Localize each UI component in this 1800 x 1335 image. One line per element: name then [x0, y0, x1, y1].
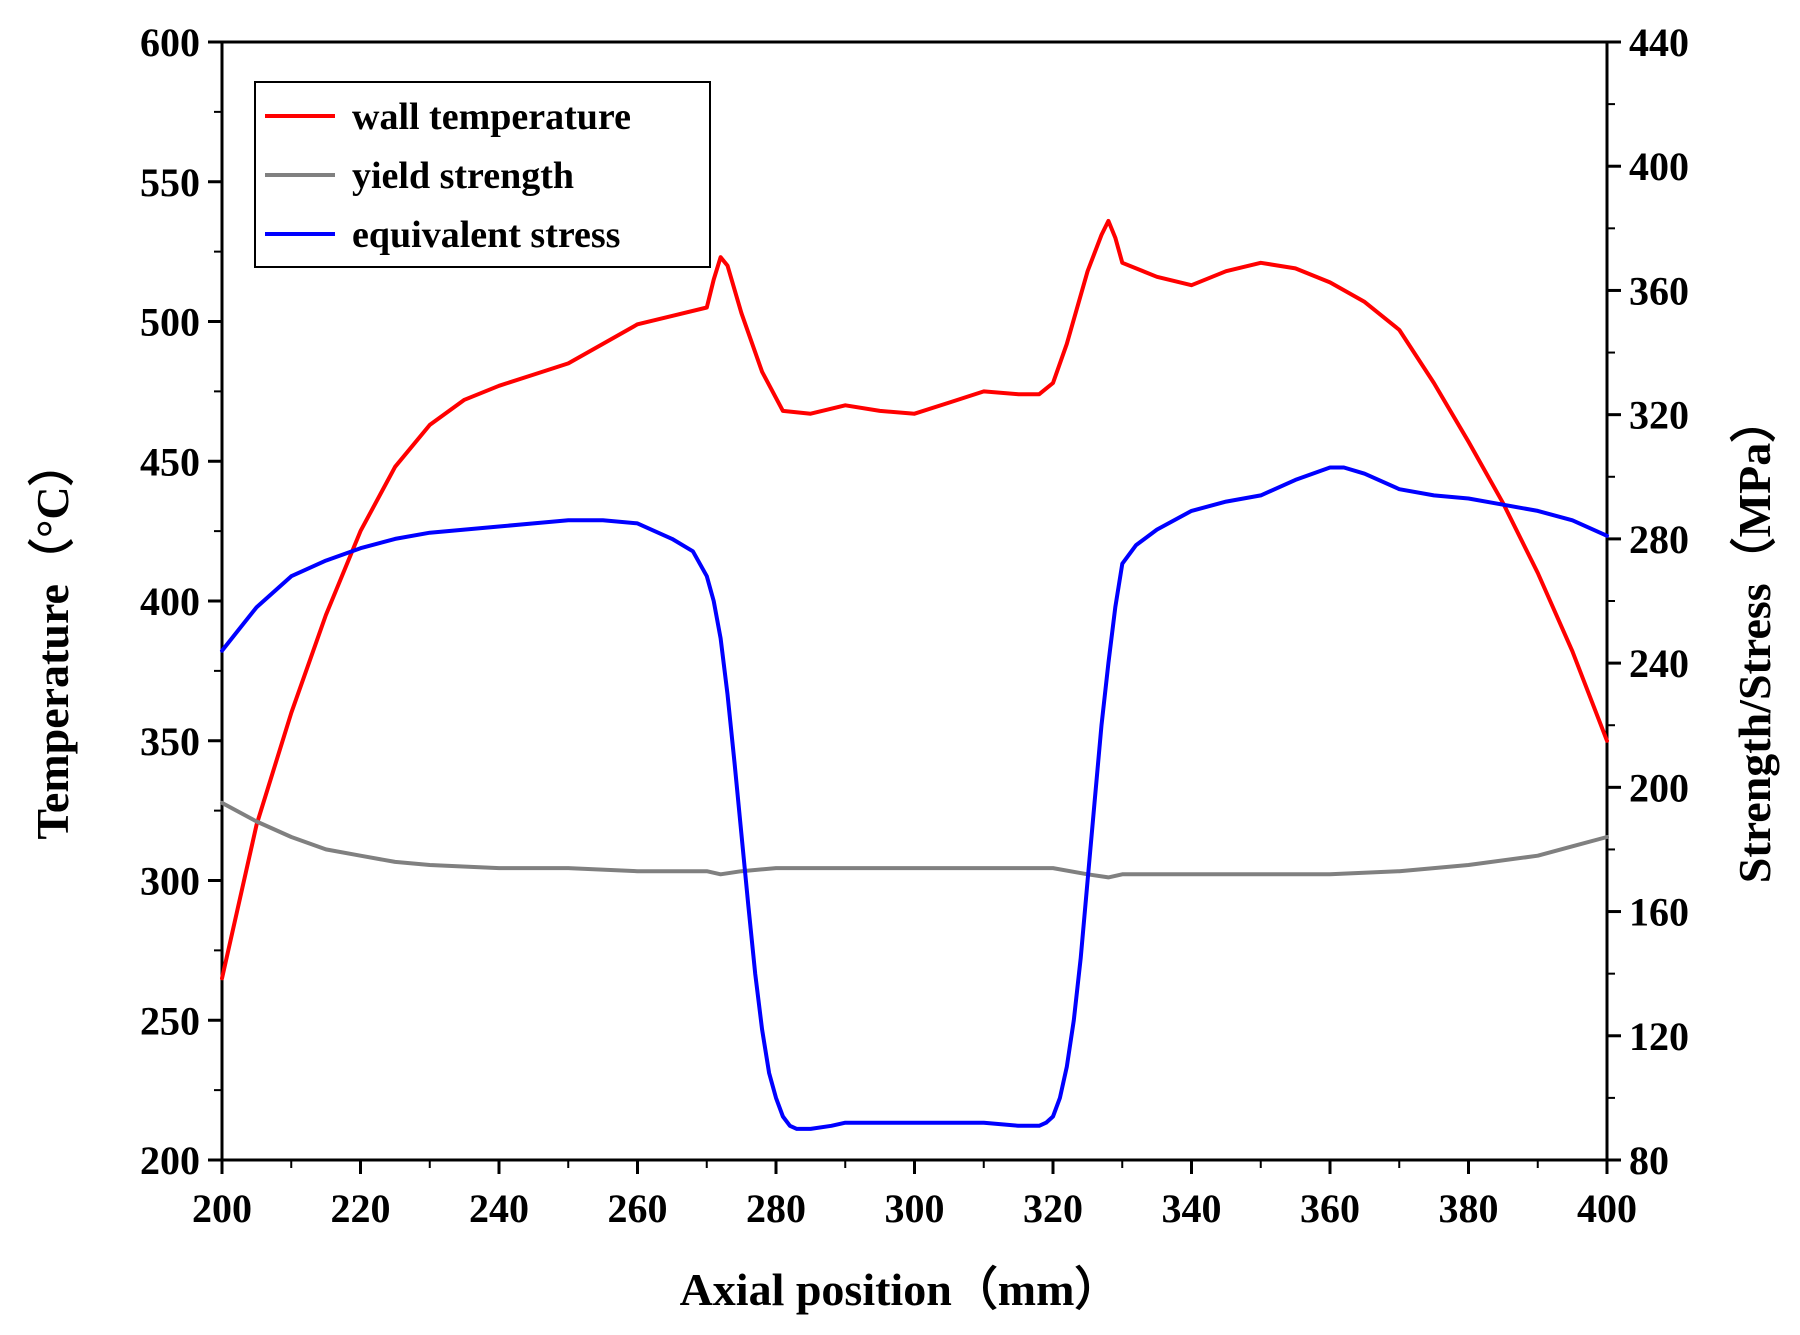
series-line-wall-temperature: [220, 218, 1609, 981]
y-right-tick-label: 200: [1629, 765, 1689, 810]
legend-label-equivalent-stress: equivalent stress: [352, 214, 620, 256]
y-left-tick-label: 300: [140, 859, 200, 904]
y-right-tick-label: 440: [1629, 20, 1689, 65]
x-tick-label: 340: [1162, 1186, 1222, 1231]
y-left-tick-label: 400: [140, 579, 200, 624]
x-tick-label: 200: [192, 1186, 252, 1231]
x-tick-label: 220: [331, 1186, 391, 1231]
y-right-tick-label: 400: [1629, 144, 1689, 189]
y-left-tick-label: 600: [140, 20, 200, 65]
y-right-tick-label: 320: [1629, 393, 1689, 438]
y-left-tick-label: 350: [140, 719, 200, 764]
y-right-tick-label: 240: [1629, 641, 1689, 686]
right-y-axis-ticks: 80 120 160 200 240 280 320 360 400 440: [1607, 20, 1689, 1183]
y-left-tick-label: 500: [140, 300, 200, 345]
y-left-tick-label: 550: [140, 160, 200, 205]
y-right-tick-label: 280: [1629, 517, 1689, 562]
series-layer: [220, 218, 1609, 1131]
x-tick-label: 400: [1577, 1186, 1637, 1231]
left-y-axis-title: Temperature（°C）: [27, 440, 78, 839]
x-tick-label: 300: [885, 1186, 945, 1231]
y-left-tick-label: 450: [140, 439, 200, 484]
series-line-yield-strength: [220, 800, 1609, 880]
legend-label-yield-strength: yield strength: [352, 155, 574, 197]
y-right-tick-label: 80: [1629, 1138, 1669, 1183]
y-right-tick-label: 160: [1629, 890, 1689, 935]
x-tick-label: 320: [1023, 1186, 1083, 1231]
x-tick-label: 380: [1439, 1186, 1499, 1231]
x-tick-label: 260: [608, 1186, 668, 1231]
y-right-tick-label: 120: [1629, 1014, 1689, 1059]
legend: wall temperature yield strength equivale…: [254, 81, 711, 268]
left-y-axis-ticks: 200 250 300 350 400 450 500 550 600: [140, 20, 222, 1183]
x-tick-label: 360: [1300, 1186, 1360, 1231]
y-left-tick-label: 200: [140, 1138, 200, 1183]
right-y-axis-title: Strength/Stress（MPa）: [1729, 397, 1780, 883]
y-left-tick-label: 250: [140, 998, 200, 1043]
y-right-tick-label: 360: [1629, 268, 1689, 313]
x-tick-label: 240: [469, 1186, 529, 1231]
series-line-equivalent-stress: [220, 465, 1609, 1131]
x-tick-label: 280: [746, 1186, 806, 1231]
x-axis-ticks: 200 220 240 260 280 300 320 340 360 380 400: [192, 1160, 1637, 1231]
x-axis-title: Axial position（mm）: [680, 1264, 1121, 1315]
legend-label-wall-temperature: wall temperature: [352, 96, 631, 138]
